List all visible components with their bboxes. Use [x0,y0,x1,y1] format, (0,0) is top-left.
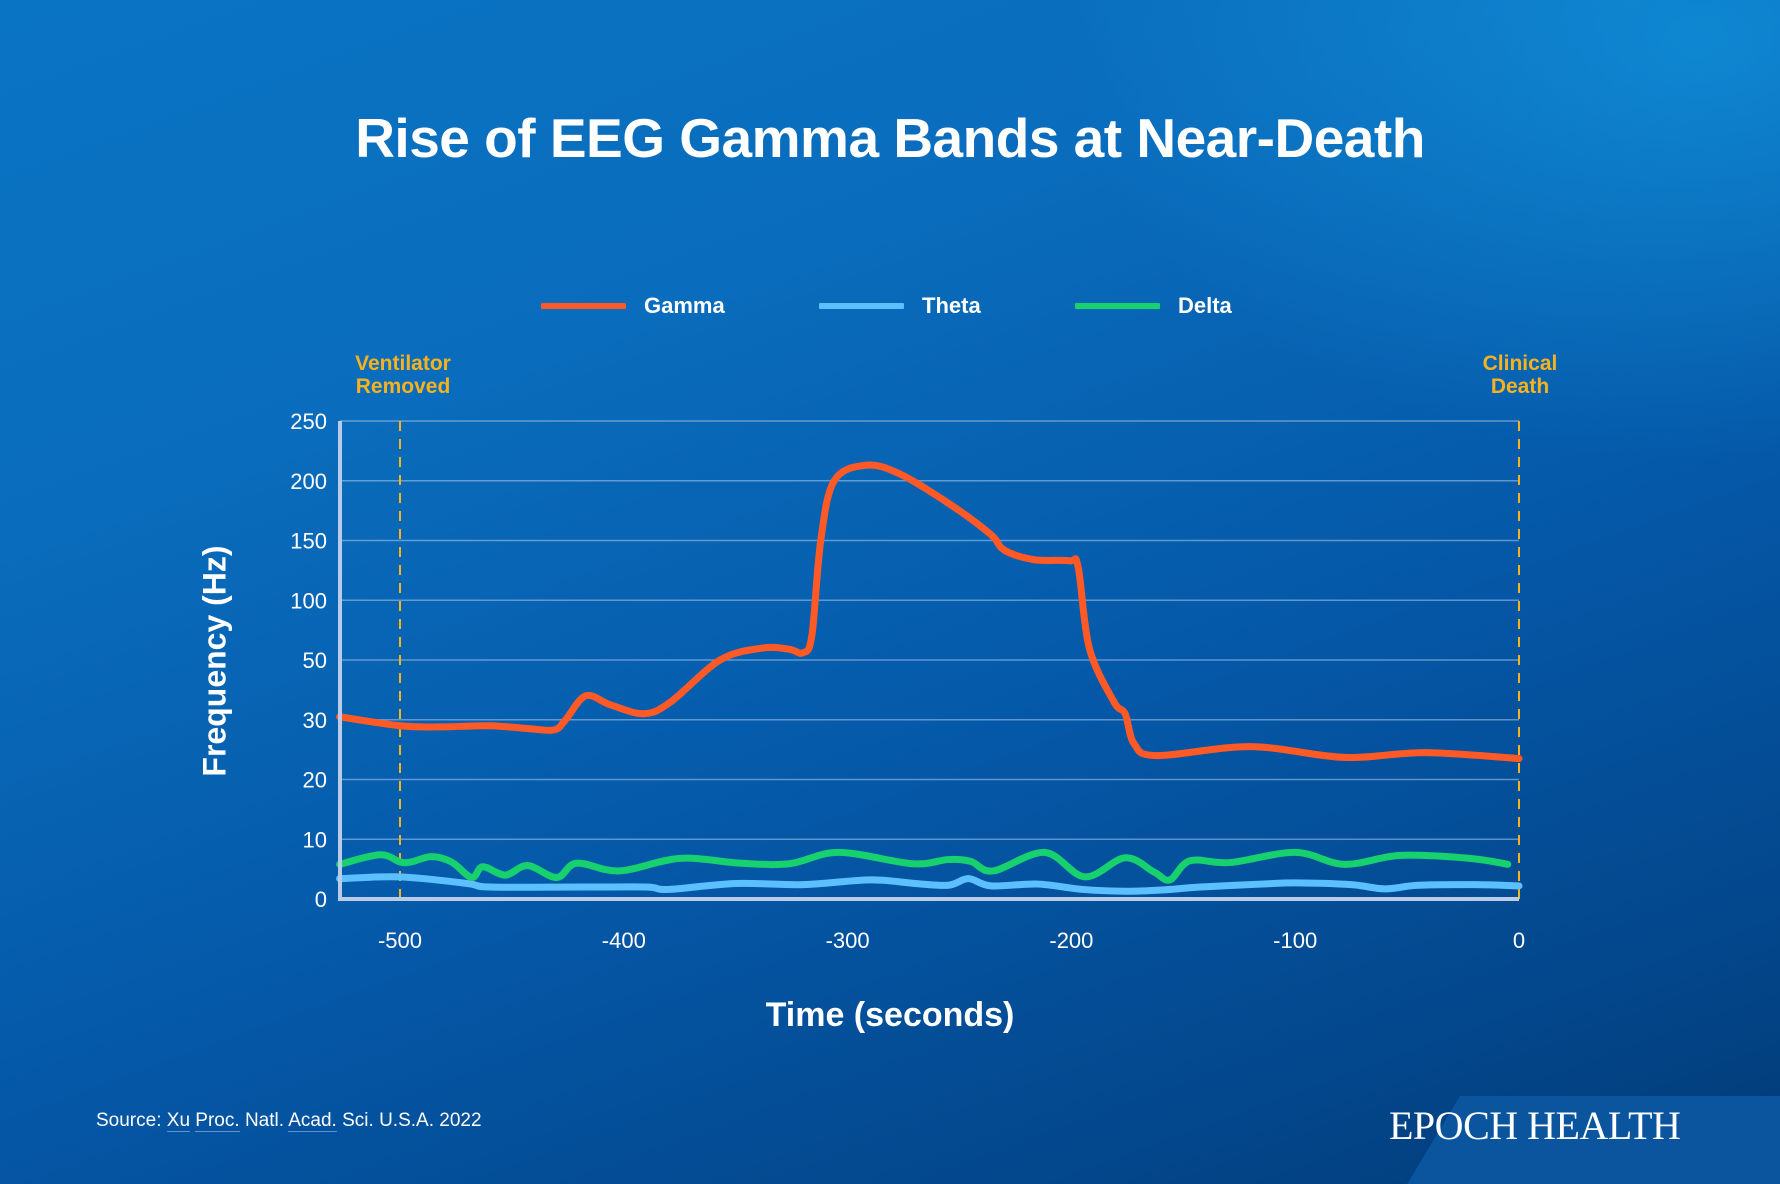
legend: Gamma Theta Delta [0,288,1780,324]
x-tick-label: 0 [1513,928,1525,953]
source-link-acad[interactable]: Acad. [288,1110,337,1132]
legend-swatch-delta [1075,303,1160,309]
y-tick-labels: 0 10 20 30 50 100 150 200 250 [290,409,327,912]
annotation-line: Death [1490,375,1550,398]
legend-label-delta: Delta [1178,293,1232,318]
legend-swatch-gamma [541,303,626,309]
y-tick-label: 0 [315,887,327,912]
y-tick-label: 100 [290,588,327,613]
legend-label-gamma: Gamma [644,293,725,318]
y-tick-label: 10 [303,827,327,852]
annotation-ventilator-removed: Ventilator Removed [323,352,483,398]
legend-swatch-theta [819,303,904,309]
y-tick-label: 30 [303,708,327,733]
brand-logo: EPOCH HEALTH [1389,1103,1681,1148]
x-tick-label: -400 [602,928,646,953]
y-tick-label: 150 [290,529,327,554]
source-prefix: Source: [96,1110,167,1131]
source-citation: Source: Xu Proc. Natl. Acad. Sci. U.S.A.… [96,1110,482,1132]
series-lines [336,461,1523,895]
x-tick-label: -500 [378,928,422,953]
x-tick-label: -200 [1049,928,1093,953]
axes [338,421,1519,901]
source-text: Natl. [244,1110,285,1131]
series-line-delta [336,848,1512,884]
legend-label-theta: Theta [922,293,981,318]
series-line-gamma [336,461,1523,763]
legend-item-theta: Theta [819,288,981,324]
source-link-proc[interactable]: Proc. [195,1110,240,1132]
y-axis-label: Frequency (Hz) [196,545,233,777]
gridlines [340,420,1519,840]
annotation-line: Clinical [1482,352,1558,375]
y-tick-label: 50 [303,648,327,673]
brand-band [1400,1096,1780,1184]
series-line-theta [336,873,1523,895]
x-tick-label: -100 [1273,928,1317,953]
annotation-clinical-death: Clinical Death [1440,352,1600,398]
annotation-line: Removed [355,375,451,398]
source-link-author[interactable]: Xu [166,1110,191,1132]
x-tick-labels: -500 -400 -300 -200 -100 0 [378,928,1525,953]
annotation-line: Ventilator [355,352,451,375]
source-text: Sci. U.S.A. 2022 [342,1110,482,1131]
event-lines [399,421,1520,899]
legend-item-gamma: Gamma [541,288,725,324]
y-tick-label: 20 [303,768,327,793]
y-tick-label: 200 [290,469,327,494]
x-axis-label: Time (seconds) [765,996,1015,1034]
legend-item-delta: Delta [1075,288,1232,324]
x-tick-label: -300 [826,928,870,953]
y-tick-label: 250 [290,409,327,434]
chart-title: Rise of EEG Gamma Bands at Near-Death [355,107,1425,169]
